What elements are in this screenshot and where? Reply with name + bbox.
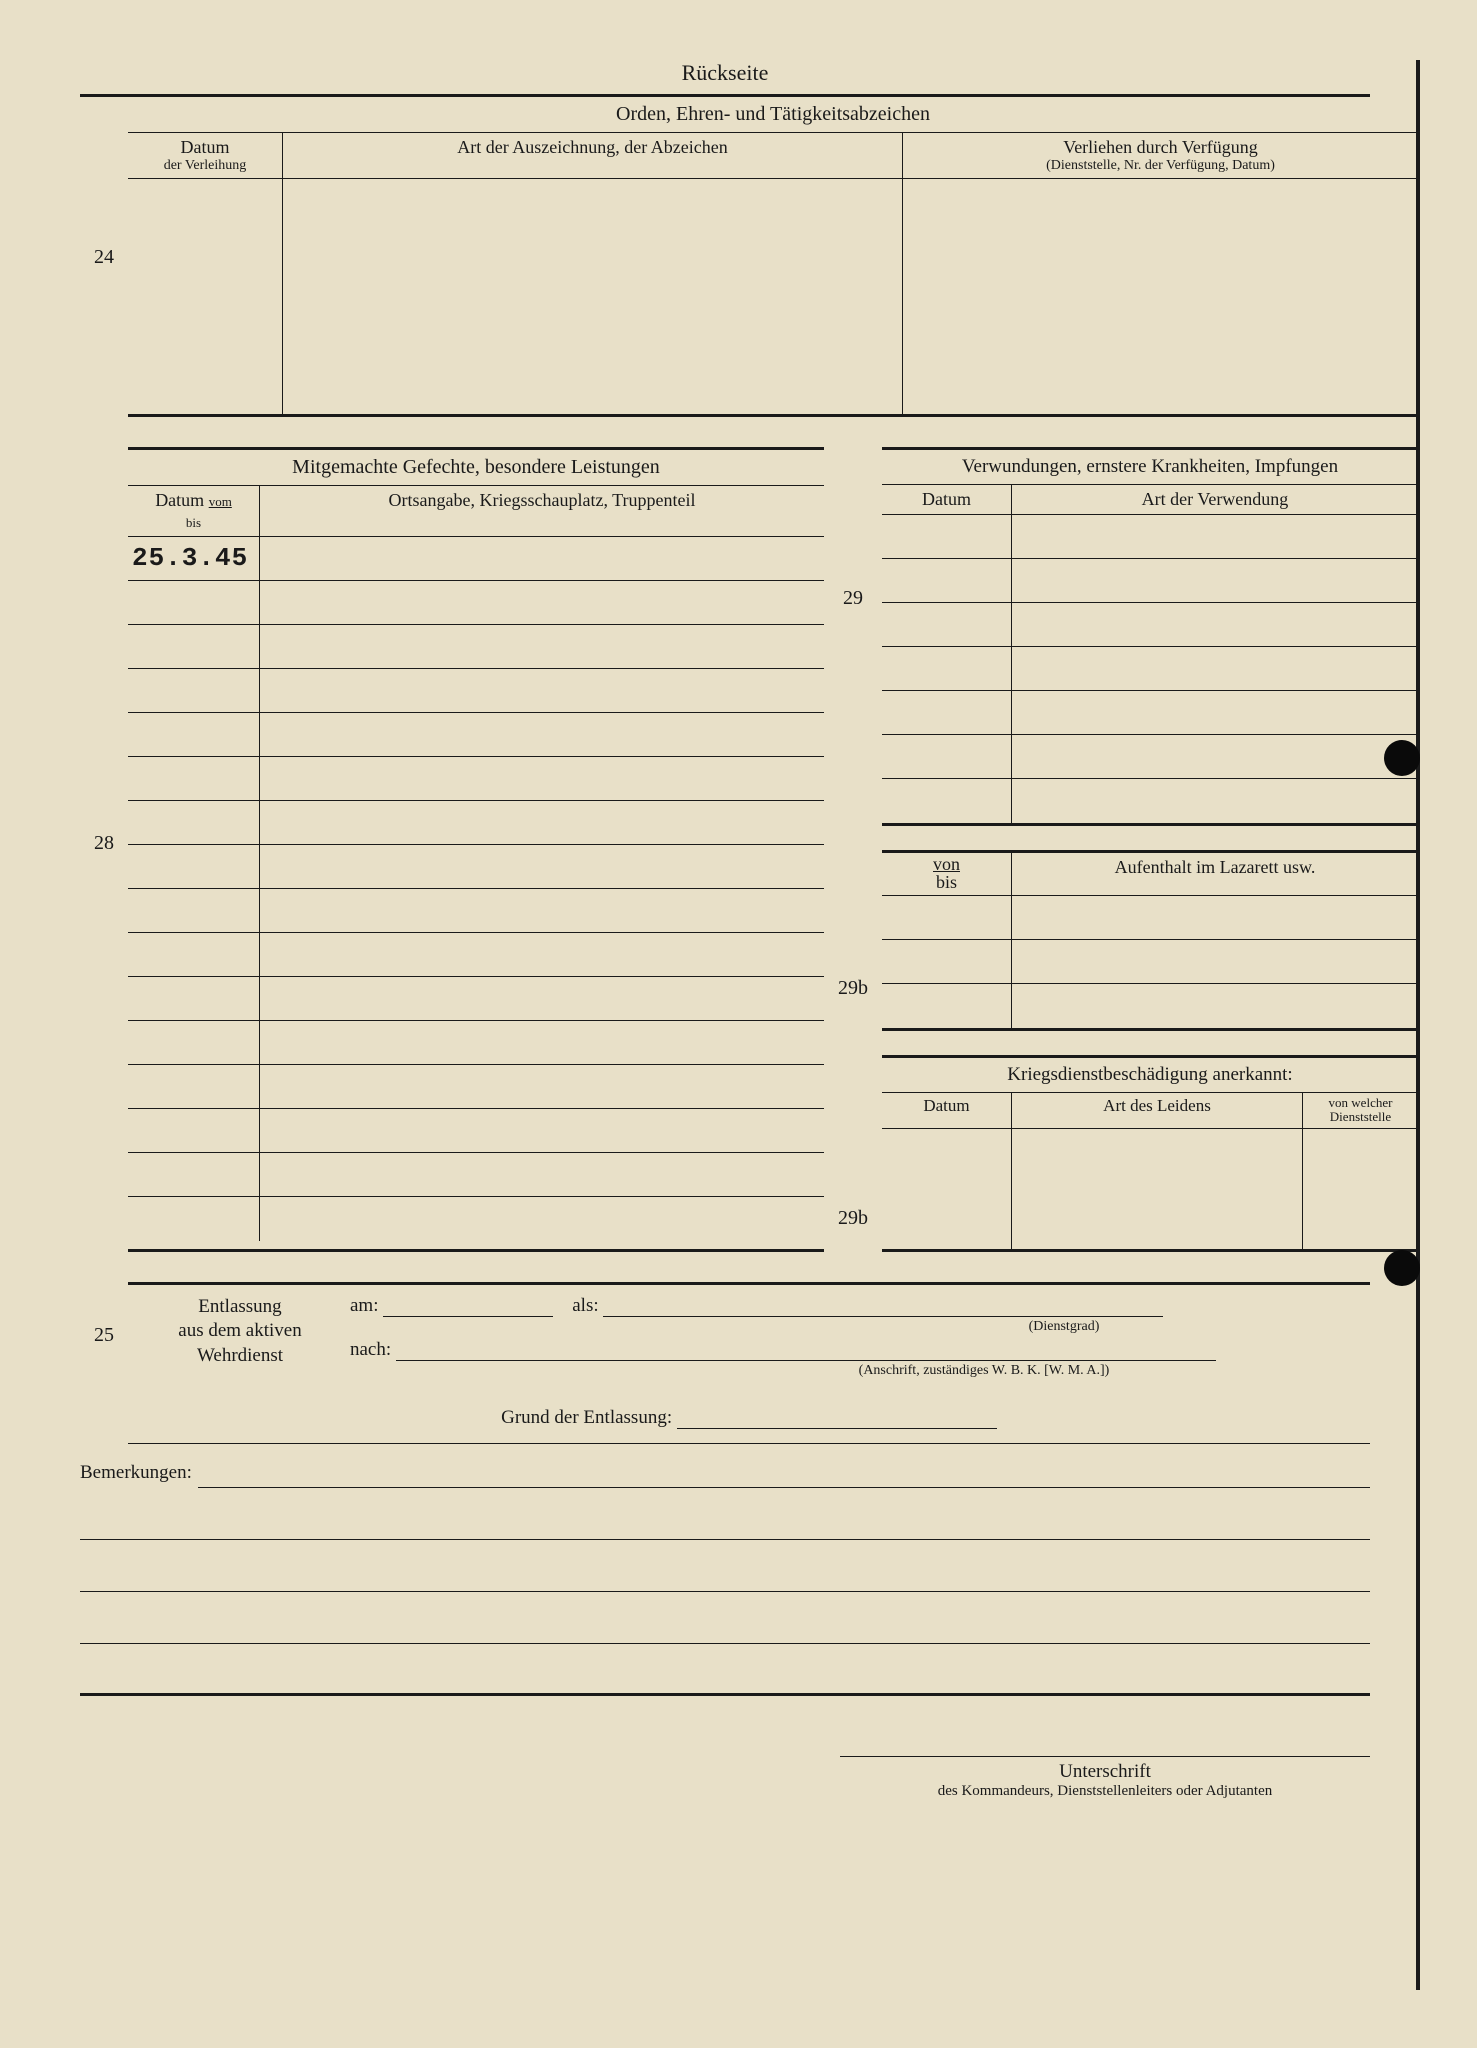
section-28: Mitgemachte Gefechte, besondere Leistung… [128, 447, 824, 1252]
grund-row: Grund der Entlassung: [140, 1407, 1358, 1429]
table-row [128, 625, 824, 669]
col-ort: Ortsangabe, Kriegsschauplatz, Truppentei… [260, 486, 824, 536]
cell-datum: 25.3.45 [128, 537, 260, 580]
col-datum: Datum [882, 485, 1012, 514]
bemerkungen-label: Bemerkungen: [80, 1462, 192, 1484]
label-grund: Grund der Entlassung: [501, 1407, 672, 1428]
section-29: Verwundungen, ernstere Krankheiten, Impf… [882, 447, 1418, 826]
table-row [128, 889, 824, 933]
entlassung-fields: am: als: (Dienstgrad) nach: (Anschrift, … [340, 1295, 1358, 1379]
hole-punch [1384, 740, 1420, 776]
table-row [128, 581, 824, 625]
entlassung-label: Entlassung aus dem aktiven Wehrdienst [140, 1295, 340, 1379]
section-kdb-body [882, 1129, 1418, 1249]
section-29-title: Verwundungen, ernstere Krankheiten, Impf… [882, 450, 1418, 485]
table-row [128, 1021, 824, 1065]
signature-line [840, 1756, 1370, 1757]
section-24-header: Datum der Verleihung Art der Auszeichnun… [128, 132, 1418, 179]
table-row [128, 669, 824, 713]
table-row [128, 1065, 824, 1109]
label-am: am: [350, 1295, 379, 1316]
section-number: 24 [80, 97, 128, 417]
table-row [882, 515, 1418, 559]
page-title: Rückseite [80, 60, 1370, 86]
section-number: 25 [80, 1282, 128, 1444]
col-vonbis: von bis [882, 853, 1012, 895]
right-column: Verwundungen, ernstere Krankheiten, Impf… [882, 447, 1418, 1252]
table-row [882, 559, 1418, 603]
table-row [128, 801, 824, 845]
section-28-subheader: Datum vom bis Ortsangabe, Kriegsschaupla… [128, 486, 824, 537]
section-number: 28 [80, 832, 128, 855]
section-29-subheader: Datum Art der Verwendung [882, 485, 1418, 515]
table-row [128, 757, 824, 801]
table-row [128, 1153, 824, 1197]
table-row [882, 896, 1418, 940]
label: Verliehen durch Verfügung [1063, 137, 1258, 157]
section-kdb-header: Datum Art des Leidens von welcher Dienst… [882, 1093, 1418, 1129]
divider [128, 414, 1418, 417]
section-number: 29 [824, 587, 882, 610]
label: Datum [155, 490, 204, 510]
col-datum: Datum der Verleihung [128, 133, 283, 178]
signature-area: Unterschrift des Kommandeurs, Dienststel… [80, 1756, 1370, 1800]
label-als: als: [572, 1295, 598, 1316]
col-dienststelle: von welcher Dienststelle [1303, 1093, 1418, 1128]
col-datum: Datum vom bis [128, 486, 260, 536]
col-art: Art der Verwendung [1012, 485, 1418, 514]
ruled-line-heavy [80, 1644, 1370, 1696]
section-kdb-title: Kriegsdienstbeschädigung anerkannt: [882, 1058, 1418, 1093]
section-24-body [128, 179, 1418, 414]
table-row: 25.3.45 [128, 537, 824, 581]
document-page: Rückseite 24 Orden, Ehren- und Tätigkeit… [80, 60, 1420, 1990]
table-row [882, 940, 1418, 984]
table-row [128, 977, 824, 1021]
table-row [882, 691, 1418, 735]
table-row [128, 933, 824, 977]
col-art: Art der Auszeichnung, der Abzeichen [283, 133, 903, 178]
field-am [383, 1295, 553, 1317]
label: Datum [181, 137, 230, 157]
table-row [882, 735, 1418, 779]
table-row [882, 647, 1418, 691]
section-24-title: Orden, Ehren- und Tätigkeitsabzeichen [128, 97, 1418, 132]
table-row [128, 1109, 824, 1153]
table-row [128, 1197, 824, 1241]
table-row [882, 984, 1418, 1028]
section-29b-lazarett: von bis Aufenthalt im Lazarett usw. [882, 850, 1418, 1031]
bemerkungen-section: Bemerkungen: [80, 1462, 1370, 1696]
note-anschrift: (Anschrift, zuständiges W. B. K. [W. M. … [610, 1363, 1358, 1379]
section-29b-kdb: Kriegsdienstbeschädigung anerkannt: Datu… [882, 1055, 1418, 1252]
col-aufenthalt: Aufenthalt im Lazarett usw. [1012, 853, 1418, 895]
section-29b-header: von bis Aufenthalt im Lazarett usw. [882, 853, 1418, 896]
hole-punch [1384, 1250, 1420, 1286]
label-nach: nach: [350, 1339, 391, 1360]
field-als [603, 1295, 1163, 1317]
ruled-line [80, 1592, 1370, 1644]
table-row [882, 779, 1418, 823]
ruled-line [80, 1488, 1370, 1540]
field-nach [396, 1339, 1216, 1361]
note-dienstgrad: (Dienstgrad) [770, 1319, 1358, 1335]
table-row [128, 845, 824, 889]
section-number: 29b [824, 977, 882, 1000]
section-number: 29b [824, 1207, 882, 1230]
mid-sections: 28 Mitgemachte Gefechte, besondere Leist… [80, 447, 1418, 1252]
col-datum: Datum [882, 1093, 1012, 1128]
section-24: 24 Orden, Ehren- und Tätigkeitsabzeichen… [80, 97, 1418, 417]
section-25: 25 Entlassung aus dem aktiven Wehrdienst… [80, 1282, 1370, 1444]
signature-sublabel: des Kommandeurs, Dienststellenleiters od… [840, 1783, 1370, 1800]
field-grund [677, 1407, 997, 1429]
signature-label: Unterschrift [840, 1761, 1370, 1783]
sublabel: der Verleihung [134, 158, 276, 174]
table-row [882, 603, 1418, 647]
section-28-title: Mitgemachte Gefechte, besondere Leistung… [128, 450, 824, 486]
field-bemerkungen [198, 1466, 1370, 1488]
table-row [128, 713, 824, 757]
col-leidens: Art des Leidens [1012, 1093, 1303, 1128]
sublabel: (Dienststelle, Nr. der Verfügung, Datum) [909, 158, 1412, 174]
ruled-line [80, 1540, 1370, 1592]
col-verliehen: Verliehen durch Verfügung (Dienststelle,… [903, 133, 1418, 178]
